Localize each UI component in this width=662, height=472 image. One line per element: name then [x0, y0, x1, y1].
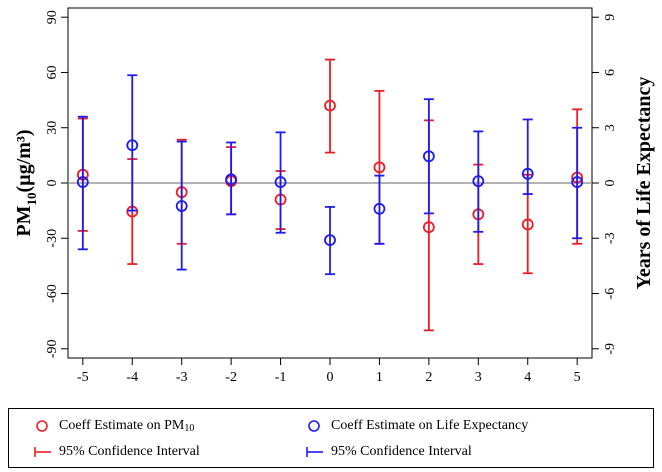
series-life-expectancy — [76, 74, 584, 276]
blue-errorbar-icon — [306, 447, 323, 457]
y-right-tick-label: -6 — [603, 288, 618, 300]
blue-circle-icon — [308, 420, 320, 432]
x-tick-label: -3 — [176, 370, 188, 385]
y-left-tick-label: -60 — [45, 284, 60, 303]
y-right-tick-label: 3 — [603, 124, 618, 131]
estimate-point — [521, 167, 534, 180]
estimate-point — [571, 176, 584, 188]
y-left-tick-label: 0 — [45, 180, 60, 187]
estimate-point — [324, 99, 336, 112]
x-tick-label: 5 — [574, 370, 581, 385]
red-errorbar-icon — [34, 447, 51, 457]
y-right-tick-label: 9 — [603, 14, 618, 21]
x-axis: -5 -4 -3 -2 -1 0 1 2 3 4 5 — [77, 358, 581, 385]
y-axis-right: -9 -6 -3 0 3 6 9 — [592, 14, 618, 355]
estimate-point — [324, 234, 336, 247]
estimate-point — [373, 202, 386, 215]
x-tick-label: 1 — [376, 370, 383, 385]
estimate-point — [422, 150, 435, 163]
estimate-point — [422, 221, 435, 234]
estimate-point — [126, 139, 139, 152]
y-axis-left-title: PM10(µg/m³) — [13, 129, 39, 236]
y-right-tick-label: -3 — [603, 232, 618, 244]
red-circle-icon — [36, 420, 48, 432]
x-tick-label: -2 — [225, 370, 237, 385]
series-pm10 — [76, 58, 584, 332]
x-tick-label: -1 — [275, 370, 287, 385]
estimate-point — [76, 176, 89, 188]
y-left-tick-label: 30 — [45, 121, 60, 135]
y-axis-right-title: Years of Life Expectancy — [633, 77, 655, 290]
estimate-point — [373, 161, 386, 174]
x-tick-label: 4 — [524, 370, 531, 385]
y-left-tick-label: 90 — [45, 10, 60, 24]
estimate-point — [521, 218, 534, 231]
estimate-point — [274, 176, 287, 188]
y-left-tick-label: -30 — [45, 229, 60, 248]
x-tick-label: 0 — [327, 370, 334, 385]
x-tick-label: 3 — [475, 370, 482, 385]
y-left-tick-label: 60 — [45, 65, 60, 79]
y-right-tick-label: 0 — [603, 180, 618, 187]
legend: Coeff Estimate on PM10 95% Confidence In… — [8, 408, 654, 468]
x-tick-label: 2 — [425, 370, 432, 385]
y-left-tick-label: -90 — [45, 339, 60, 358]
y-right-tick-label: 6 — [603, 69, 618, 76]
x-tick-label: -4 — [126, 370, 138, 385]
y-right-tick-label: -9 — [603, 343, 618, 355]
y-axis-left: -90 -60 -30 0 30 60 90 — [45, 10, 68, 358]
estimate-point — [472, 175, 485, 188]
x-tick-label: -5 — [77, 370, 89, 385]
estimate-point — [175, 200, 188, 212]
estimate-point — [225, 173, 238, 186]
